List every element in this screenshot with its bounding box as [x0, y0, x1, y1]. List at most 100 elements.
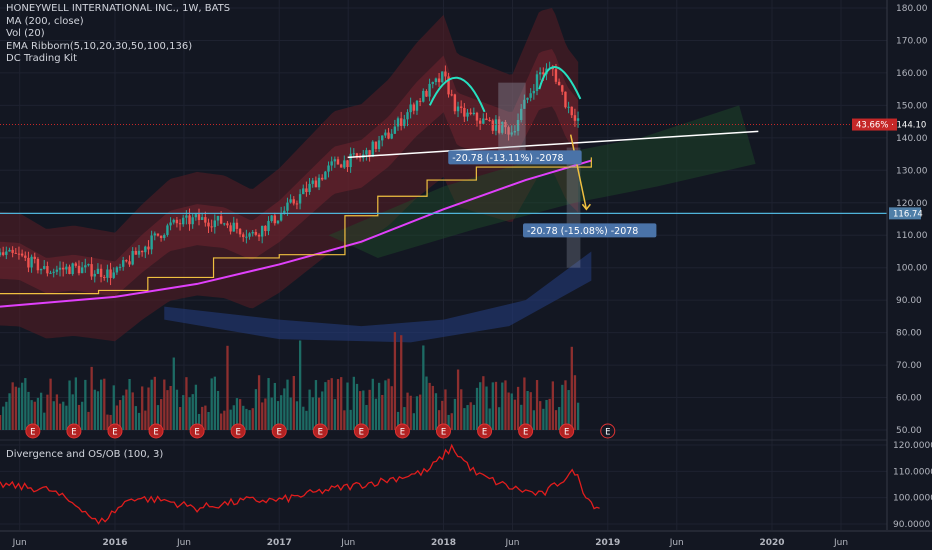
- candle-body: [87, 264, 90, 266]
- candle-body: [406, 112, 409, 120]
- price-axis: 50.00 60.00 70.00 80.00 90.00 100.00 110.00 120…: [852, 0, 932, 550]
- volume-bar: [156, 405, 160, 430]
- time-tick-label: 2020: [759, 538, 784, 548]
- candle-body: [551, 67, 554, 70]
- volume-bar: [52, 401, 55, 430]
- volume-bar: [377, 382, 381, 430]
- earnings-marker: [107, 423, 123, 439]
- volume-bar: [55, 394, 59, 430]
- volume-bar: [387, 378, 390, 430]
- volume-bar: [532, 410, 536, 430]
- candle-body: [488, 120, 491, 122]
- candle-body: [276, 220, 280, 224]
- volume-bar: [223, 410, 226, 430]
- volume-bar: [526, 390, 529, 430]
- volume-bar: [36, 397, 40, 430]
- volume-bar: [68, 380, 71, 430]
- candle-body: [333, 159, 337, 162]
- candle-body: [232, 222, 235, 232]
- earnings-marker: [189, 423, 205, 439]
- volume-bar: [311, 397, 314, 430]
- earnings-marker: [436, 423, 451, 439]
- volume-bar: [147, 387, 150, 430]
- candle-body: [27, 257, 30, 268]
- candle-body: [434, 78, 438, 83]
- volume-bar: [437, 410, 441, 430]
- candle-body: [156, 233, 160, 236]
- volume-bar: [33, 401, 36, 430]
- time-tick-label: 2019: [595, 538, 620, 548]
- candle-body: [501, 121, 504, 133]
- candle-body: [289, 199, 292, 203]
- earnings-marker: [148, 423, 164, 439]
- volume-bar: [289, 397, 292, 430]
- volume-bar: [128, 378, 131, 430]
- candle-body: [482, 118, 485, 124]
- earnings-marker: [600, 423, 616, 439]
- volume-bar: [504, 380, 507, 430]
- volume-bar: [548, 398, 551, 430]
- volume-bar: [229, 409, 232, 430]
- volume-bar: [535, 380, 539, 430]
- volume-bar: [485, 386, 488, 430]
- volume-bar: [333, 399, 337, 430]
- candle-body: [46, 266, 49, 274]
- candle-body: [194, 214, 198, 218]
- volume-bar: [554, 410, 558, 430]
- volume-bar: [17, 387, 21, 430]
- volume-bar: [381, 394, 384, 430]
- legend-line-ma: MA (200, close): [6, 15, 84, 27]
- time-tick-label: 2018: [431, 538, 456, 548]
- volume-bar: [178, 407, 182, 430]
- candle-body: [182, 217, 185, 225]
- time-tick-label: Jun: [12, 538, 27, 548]
- volume-bar: [497, 407, 501, 430]
- candle-body: [33, 256, 36, 259]
- candle-body: [520, 108, 523, 120]
- candle-body: [456, 106, 460, 112]
- candle-body: [264, 225, 267, 232]
- candle-body: [118, 266, 122, 268]
- candle-body: [516, 119, 520, 132]
- earnings-marker-label: E: [194, 428, 199, 438]
- volume-bar: [62, 401, 65, 430]
- neckline: [347, 130, 759, 159]
- volume-bar: [144, 410, 147, 430]
- volume-bar: [30, 400, 33, 430]
- volume-bar: [153, 376, 156, 430]
- candle-body: [292, 199, 295, 204]
- candle-body: [159, 235, 163, 238]
- volume-bar: [175, 389, 179, 430]
- earnings-marker: [559, 423, 575, 439]
- volume-bar: [428, 382, 431, 430]
- candle-body: [459, 106, 463, 108]
- candle-body: [336, 159, 340, 165]
- target-measure-box: [566, 147, 581, 268]
- volume-bar: [340, 377, 343, 430]
- donchian-line: [0, 157, 592, 295]
- candle-body: [210, 226, 213, 228]
- candle-body: [14, 252, 17, 254]
- earnings-marker-label: E: [71, 428, 76, 438]
- volume-bar: [254, 389, 258, 430]
- candle-body: [431, 82, 434, 84]
- volume-bar: [355, 383, 359, 430]
- volume-bar: [539, 401, 542, 430]
- candle-body: [453, 94, 457, 112]
- volume-bar: [469, 402, 472, 430]
- volume-bar: [204, 405, 207, 430]
- candle-body: [58, 267, 62, 270]
- earnings-marker: [271, 423, 287, 439]
- price-tick-label: 170.00: [896, 36, 928, 46]
- ribbon-inner: [0, 49, 579, 297]
- volume-bar: [406, 392, 409, 430]
- candle-body: [219, 216, 223, 224]
- candle-body: [352, 153, 355, 155]
- volume-bar: [213, 376, 217, 430]
- volume-bar: [529, 392, 532, 430]
- volume-bar: [141, 386, 144, 430]
- volume-bar: [314, 380, 318, 430]
- earnings-marker: [477, 423, 493, 439]
- lower-band: [164, 251, 592, 343]
